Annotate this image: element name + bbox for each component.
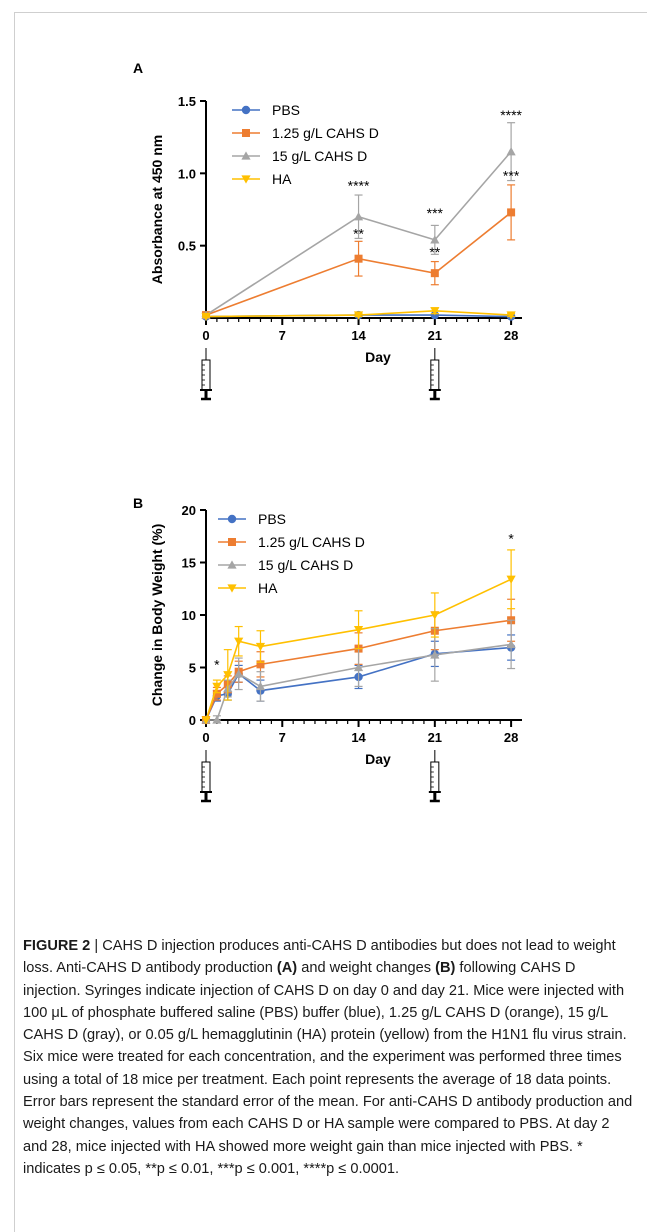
chart-b-point — [353, 626, 364, 635]
chart-b-legend-label: HA — [258, 580, 278, 596]
chart-a-significance-label: **** — [500, 107, 522, 123]
chart-b-point — [353, 662, 364, 672]
chart-a-point — [430, 307, 440, 316]
chart-a-x-tick-label: 28 — [504, 328, 518, 343]
chart-a-significance-label: ** — [353, 225, 364, 241]
chart-a-legend-marker — [241, 151, 251, 160]
chart-b-point — [256, 660, 265, 669]
chart-b-legend-marker — [227, 560, 237, 569]
chart-a-legend-label: HA — [272, 171, 292, 187]
chart-a-syringe-icon — [200, 348, 212, 401]
chart-b-point — [234, 669, 244, 678]
chart-b-y-axis-label: Change in Body Weight (%) — [149, 524, 165, 707]
chart-b-legend-label: 15 g/L CAHS D — [258, 557, 353, 573]
caption-ref-a: (A) — [276, 960, 298, 977]
chart-a-legend-marker — [242, 129, 250, 137]
chart-a-x-tick-label: 0 — [202, 328, 209, 343]
chart-a-legend-label: 1.25 g/L CAHS D — [272, 125, 379, 141]
caption-title: CAHS D injection produces anti-CAHS D an… — [23, 938, 616, 977]
chart-b-point — [212, 682, 222, 691]
chart-b-x-tick-label: 0 — [202, 730, 209, 745]
chart-b-syringe-icon — [428, 750, 441, 803]
chart-a-y-tick-label: 1.0 — [178, 166, 196, 181]
chart-a-point — [430, 235, 440, 244]
figure-frame — [14, 12, 647, 1232]
chart-b-x-tick-label: 21 — [428, 730, 442, 745]
chart-a-legend-label: 15 g/L CAHS D — [272, 148, 367, 164]
chart-b-significance-label: * — [508, 531, 514, 547]
chart-b-series-3 — [201, 549, 516, 725]
chart-b-point — [234, 637, 244, 646]
chart-a-x-tick-label: 7 — [279, 328, 286, 343]
chart-a-label: A — [133, 60, 143, 76]
chart-b-series-line — [206, 643, 512, 721]
chart-b-y-tick-label: 10 — [182, 608, 196, 623]
chart-b-x-tick-label: 7 — [279, 730, 286, 745]
chart-b-label: B — [133, 495, 143, 511]
chart-b-legend-label: 1.25 g/L CAHS D — [258, 534, 365, 550]
chart-b-y-tick-label: 15 — [182, 556, 196, 571]
caption-separator: | — [90, 938, 103, 954]
chart-a-point — [353, 311, 364, 320]
figure-caption: FIGURE 2 | CAHS D injection produces ant… — [23, 935, 633, 1180]
caption-text-2: and weight changes — [297, 960, 436, 977]
chart-b-y-tick-label: 5 — [189, 661, 196, 676]
chart-b-point — [430, 650, 440, 659]
chart-a-significance-label: **** — [348, 178, 370, 194]
chart-a-point — [430, 269, 439, 278]
chart-a-significance-label: *** — [503, 168, 520, 184]
chart-b-x-tick-label: 14 — [351, 730, 366, 745]
chart-b-legend-marker — [227, 514, 237, 524]
chart-a-point — [506, 147, 516, 156]
chart-b-y-tick-label: 20 — [182, 503, 196, 518]
chart-a-point — [506, 311, 516, 320]
chart-a-syringe-icon — [428, 348, 441, 401]
chart-a-x-axis-label: Day — [365, 349, 391, 365]
chart-a-x-tick-label: 14 — [351, 328, 366, 343]
chart-b-point — [223, 671, 233, 680]
chart-b-x-tick-label: 28 — [504, 730, 518, 745]
chart-a-legend-marker — [241, 175, 251, 184]
chart-a-y-tick-label: 0.5 — [178, 239, 196, 254]
caption-ref-b: (B) — [435, 960, 456, 977]
chart-b-point — [201, 716, 211, 725]
chart-a-point — [353, 212, 364, 221]
chart-a-point — [507, 208, 516, 217]
chart-b-y-tick-label: 0 — [189, 713, 196, 728]
chart-b-significance-label: * — [214, 657, 220, 673]
chart-a-series-line — [205, 309, 512, 318]
chart-b-point — [506, 639, 516, 649]
chart-b-x-axis-label: Day — [365, 751, 391, 767]
chart-a-series-line — [205, 211, 512, 316]
chart-b-syringe-icon — [200, 750, 212, 803]
chart-a-point — [354, 254, 363, 263]
chart-a-legend-label: PBS — [272, 102, 300, 118]
caption-text-3: following CAHS D injection. Syringes ind… — [23, 960, 633, 1177]
chart-b-point — [255, 642, 266, 652]
chart-a-series-2 — [201, 122, 516, 319]
chart-b-series-2 — [201, 619, 516, 724]
chart-a-series-line — [205, 151, 512, 316]
chart-b-point — [506, 575, 516, 584]
chart-a-y-tick-label: 1.5 — [178, 94, 196, 109]
caption-figure-label: FIGURE 2 — [23, 938, 91, 954]
chart-b-point — [430, 611, 440, 620]
chart-b-point — [255, 681, 266, 691]
chart-a-x-tick-label: 21 — [428, 328, 442, 343]
chart-a-significance-label: ** — [429, 244, 440, 260]
chart-a-point — [201, 312, 211, 322]
chart-a-legend-marker — [241, 105, 251, 115]
chart-b-legend-marker — [227, 584, 237, 593]
chart-panel-a: A 0.5 1.0 1.5 0 7 14 21 28 Day Absorbance at 450 n… — [133, 60, 523, 401]
chart-a-series-3 — [201, 307, 516, 322]
chart-a-significance-label: *** — [427, 205, 444, 221]
chart-b-legend-marker — [228, 538, 236, 546]
chart-b-point — [212, 715, 222, 724]
chart-b-point — [212, 689, 221, 698]
chart-a-y-axis-label: Absorbance at 450 nm — [149, 135, 165, 284]
chart-panel-b: B 0 5 10 15 20 0 7 14 21 28 Day Change in Body Weigh… — [133, 495, 522, 803]
caption-text-1: Anti-CAHS D antibody production — [53, 960, 277, 977]
chart-b-legend-label: PBS — [258, 511, 286, 527]
